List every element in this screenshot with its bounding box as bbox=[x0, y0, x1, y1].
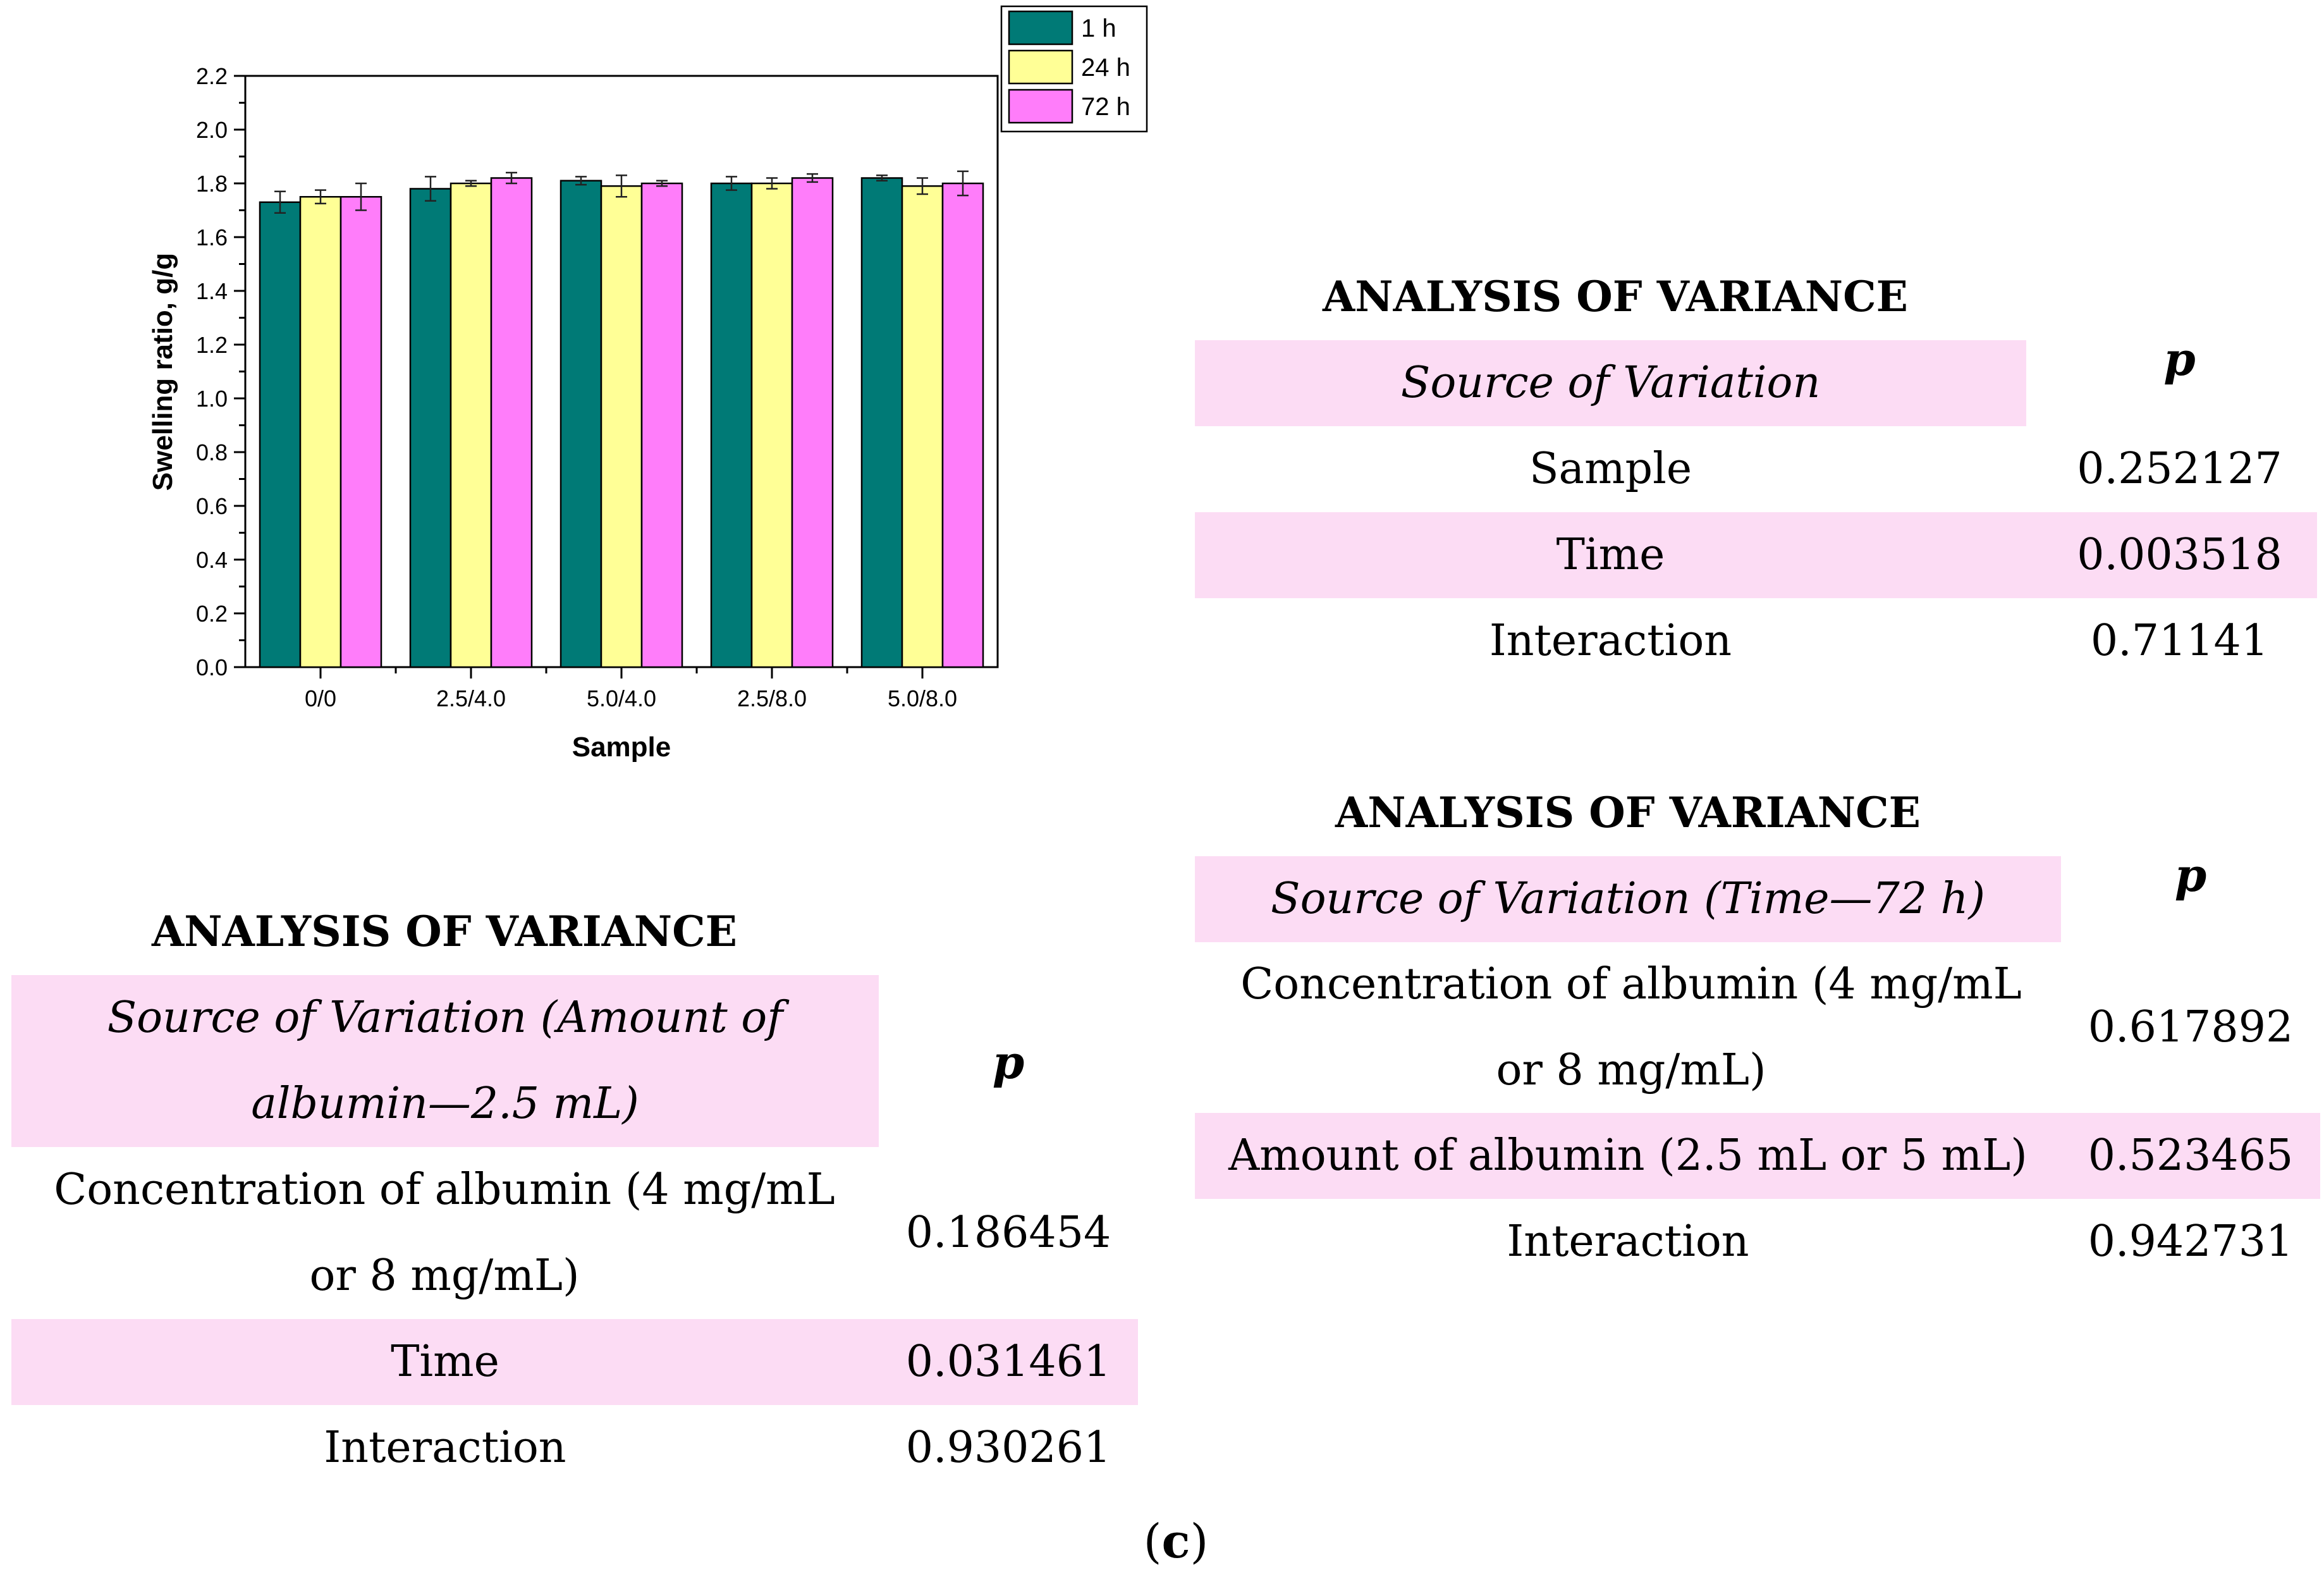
x-tick-label: 2.5/4.0 bbox=[436, 685, 506, 711]
table-header-row: Source of Variation bbox=[1195, 340, 2026, 426]
y-tick-label: 0.0 bbox=[196, 654, 228, 680]
y-tick-label: 1.2 bbox=[196, 332, 228, 358]
y-tick-label: 0.8 bbox=[196, 439, 228, 465]
bar-1h bbox=[710, 182, 753, 668]
y-tick-label: 0.2 bbox=[196, 601, 228, 627]
row-p-value: 0.71141 bbox=[2090, 616, 2269, 666]
row-p-value: 0.617892 bbox=[2088, 1002, 2294, 1052]
anova-table-amount-2-5ml: ANALYSIS OF VARIANCE Source of Variation… bbox=[11, 907, 1138, 1489]
x-tick-label: 5.0/4.0 bbox=[587, 685, 656, 711]
y-tick-label: 1.8 bbox=[196, 171, 228, 197]
x-tick-label: 5.0/8.0 bbox=[888, 685, 957, 711]
table-row: Interaction 0.71141 bbox=[1195, 598, 2317, 684]
caption-close: ) bbox=[1190, 1514, 1209, 1569]
x-tick-label: 0/0 bbox=[305, 685, 336, 711]
legend-swatch bbox=[1008, 89, 1073, 124]
table-row: Interaction 0.942731 bbox=[1195, 1199, 2320, 1285]
bar-72h bbox=[339, 196, 382, 668]
legend-label: 72 h bbox=[1081, 93, 1130, 121]
bar-72h bbox=[640, 182, 683, 668]
source-header: Source of Variation (Amount of albumin—2… bbox=[107, 993, 783, 1129]
table-header-row: Source of Variation (Amount of albumin—2… bbox=[11, 975, 879, 1147]
y-axis-label: Swelling ratio, g/g bbox=[147, 253, 178, 491]
row-p-value: 0.186454 bbox=[905, 1208, 1111, 1258]
p-header: p bbox=[992, 1035, 1025, 1089]
row-p-value: 0.942731 bbox=[2088, 1217, 2294, 1267]
row-source: Amount of albumin (2.5 mL or 5 mL) bbox=[1228, 1131, 2027, 1181]
source-header: Source of Variation bbox=[1400, 358, 1821, 408]
x-tick-label: 2.5/8.0 bbox=[737, 685, 807, 711]
row-p-value: 0.003518 bbox=[2077, 530, 2282, 580]
legend-swatch bbox=[1008, 10, 1073, 46]
row-source: Concentration of albumin (4 mg/mL or 8 m… bbox=[1240, 959, 2022, 1095]
p-header: p bbox=[2174, 848, 2207, 902]
legend-label: 24 h bbox=[1081, 54, 1130, 82]
bar-72h bbox=[490, 177, 533, 668]
bar-24h bbox=[299, 196, 342, 668]
p-header-cell: p bbox=[2042, 316, 2317, 402]
bar-72h bbox=[941, 182, 984, 668]
p-header-cell: p bbox=[2061, 832, 2320, 918]
bar-1h bbox=[560, 180, 602, 668]
bar-series bbox=[259, 170, 984, 668]
row-source: Interaction bbox=[1489, 616, 1732, 666]
bar-24h bbox=[901, 185, 944, 668]
row-source: Time bbox=[1556, 530, 1665, 580]
table-row: Time 0.003518 bbox=[1195, 512, 2317, 598]
table-row: Amount of albumin (2.5 mL or 5 mL) 0.523… bbox=[1195, 1113, 2320, 1199]
y-tick-label: 1.0 bbox=[196, 386, 228, 412]
anova-table-sample-time: ANALYSIS OF VARIANCE Source of Variation… bbox=[1195, 272, 2317, 677]
p-header: p bbox=[2163, 332, 2196, 386]
caption-letter: c bbox=[1161, 1514, 1190, 1569]
row-p-value: 0.252127 bbox=[2077, 444, 2282, 494]
anova-table-time-72h: ANALYSIS OF VARIANCE Source of Variation… bbox=[1195, 788, 2320, 1281]
table-row: Interaction 0.930261 bbox=[11, 1405, 1138, 1491]
row-source: Interaction bbox=[324, 1423, 566, 1473]
table-row: Concentration of albumin (4 mg/mL or 8 m… bbox=[11, 1147, 1138, 1319]
bar-24h bbox=[600, 185, 643, 668]
bar-72h bbox=[791, 177, 834, 668]
row-p-value: 0.930261 bbox=[905, 1423, 1111, 1473]
table-header-row: Source of Variation (Time—72 h) bbox=[1195, 856, 2061, 942]
row-source: Concentration of albumin (4 mg/mL or 8 m… bbox=[54, 1165, 835, 1301]
row-p-value: 0.523465 bbox=[2088, 1131, 2294, 1181]
swelling-ratio-bar-chart: 0.0 0.2 0.4 0.6 0.8 1.0 1.2 1.4 1.6 1.8 2.0 2.2 0/0… bbox=[147, 5, 1148, 763]
bar-1h bbox=[409, 188, 452, 668]
bar-1h bbox=[860, 177, 903, 668]
p-header-cell: p bbox=[879, 1019, 1138, 1105]
legend-label: 1 h bbox=[1081, 15, 1116, 42]
table-title: ANALYSIS OF VARIANCE bbox=[152, 907, 737, 956]
y-tick-label: 0.6 bbox=[196, 493, 228, 519]
legend-swatch bbox=[1008, 49, 1073, 85]
y-tick-label: 1.6 bbox=[196, 224, 228, 250]
caption-open: ( bbox=[1143, 1514, 1162, 1569]
legend: 1 h 24 h 72 h bbox=[1000, 5, 1148, 133]
y-tick-label: 1.4 bbox=[196, 278, 228, 304]
table-row: Sample 0.252127 bbox=[1195, 426, 2317, 512]
table-row: Concentration of albumin (4 mg/mL or 8 m… bbox=[1195, 942, 2320, 1113]
figure-caption: (c) bbox=[1138, 1514, 1214, 1569]
bar-24h bbox=[450, 182, 492, 668]
source-header: Source of Variation (Time—72 h) bbox=[1271, 874, 1985, 924]
row-source: Interaction bbox=[1507, 1217, 1749, 1267]
y-tick-label: 2.0 bbox=[196, 117, 228, 143]
table-title: ANALYSIS OF VARIANCE bbox=[1335, 788, 1921, 837]
y-axis: 0.0 0.2 0.4 0.6 0.8 1.0 1.2 1.4 1.6 1.8 2.0 2.2 bbox=[196, 63, 245, 680]
y-tick-label: 2.2 bbox=[196, 63, 228, 89]
y-tick-label: 0.4 bbox=[196, 547, 228, 573]
x-axis-label: Sample bbox=[572, 732, 671, 763]
row-p-value: 0.031461 bbox=[905, 1337, 1111, 1387]
x-axis: 0/0 2.5/4.0 5.0/4.0 2.5/8.0 5.0/8.0 bbox=[305, 667, 957, 711]
table-title: ANALYSIS OF VARIANCE bbox=[1323, 272, 1908, 321]
bar-24h bbox=[750, 182, 793, 668]
row-source: Sample bbox=[1529, 444, 1692, 494]
table-row: Time 0.031461 bbox=[11, 1319, 1138, 1405]
row-source: Time bbox=[391, 1337, 499, 1387]
bar-1h bbox=[259, 201, 302, 668]
